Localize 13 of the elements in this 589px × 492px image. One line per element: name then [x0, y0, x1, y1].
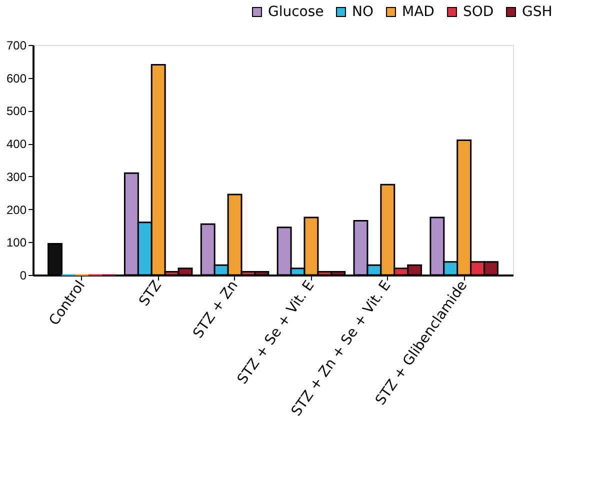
legend-label: Glucose	[268, 4, 324, 20]
y-tick-label: 500	[6, 104, 27, 118]
y-tick-label: 700	[6, 38, 27, 52]
legend-label: MAD	[402, 4, 434, 20]
y-tick-label: 0	[20, 268, 27, 282]
legend-label: NO	[352, 4, 374, 20]
y-tick-label: 600	[6, 71, 27, 86]
y-tick-label: 400	[6, 137, 27, 152]
y-tick-label: 100	[6, 236, 27, 250]
legend-label: GSH	[522, 4, 552, 20]
y-tick-label: 200	[6, 202, 27, 217]
legend-label: SOD	[463, 4, 494, 20]
y-tick-label: 300	[6, 170, 27, 184]
